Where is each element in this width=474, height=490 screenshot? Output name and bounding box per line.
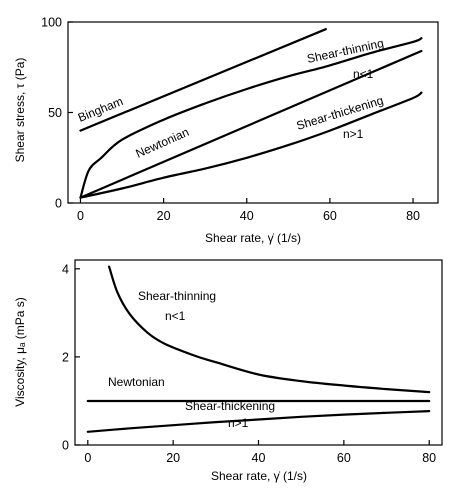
annotation-n-1-label: n<1 [165,309,186,323]
annotation-group-bottom: Shear-thinning n<1 Newtonian Shear-thickeni… [108,289,275,430]
series-bingham-line [79,28,327,132]
y-tick-label: 0 [62,439,69,453]
annotation-group-top: BinghamShear-thinningn<1NewtonianShear-t… [76,36,385,161]
x-tick-label: 20 [157,209,171,223]
annotation-n-1-label: n>1 [343,127,364,141]
y-tick-label: 100 [41,16,62,30]
x-tick-label: 60 [323,209,337,223]
x-tick-label: 60 [337,451,351,465]
y-tick-label: 0 [55,197,62,211]
x-tick-label: 20 [166,451,180,465]
tick-group-bottom: 0 20 40 60 80 0 2 4 [62,262,436,465]
annotation-newtonian-label: Newtonian [108,375,165,389]
x-tick-label: 80 [422,451,436,465]
annotation-n-1-label: n>1 [228,416,249,430]
x-tick-label: 80 [406,209,420,223]
annotation-n-1-label: n<1 [353,67,374,81]
x-axis-label-bottom: Shear rate, γ̇ (1/s) [211,469,307,483]
series-shear-thinning-line [108,265,431,394]
x-tick-label: 40 [240,209,254,223]
y-tick-label: 50 [48,106,62,120]
annotation-shear-thickening-label: Shear-thickening [185,399,275,413]
series-newtonian-line [79,49,423,199]
y-tick-label: 4 [62,262,69,276]
x-axis-label-top: Shear rate, γ̇ (1/s) [205,231,301,245]
plot-frame-bottom [74,259,443,446]
curve-group-top [79,28,423,199]
series-shear-thickening-line [86,410,431,433]
x-tick-label: 0 [77,209,84,223]
x-tick-label: 0 [84,451,91,465]
series-shear-thickening-line [79,91,423,199]
annotation-bingham-label: Bingham [76,94,125,125]
x-tick-label: 40 [252,451,266,465]
y-axis-label-bottom: Viscosity, μₐ (mPa s) [13,297,27,407]
curve-group-bottom [86,265,431,433]
series-shear-thinning-line [79,37,423,199]
y-tick-label: 2 [62,350,69,364]
shear-stress-chart: 0 20 40 60 80 0 50 100 BinghamShear-thinningn<1… [13,16,439,245]
annotation-shear-thinning-label: Shear-thinning [138,289,216,303]
tick-group-top: 0 20 40 60 80 0 50 100 [41,16,420,224]
y-axis-label-top: Shear stress, τ (Pa) [13,58,27,163]
